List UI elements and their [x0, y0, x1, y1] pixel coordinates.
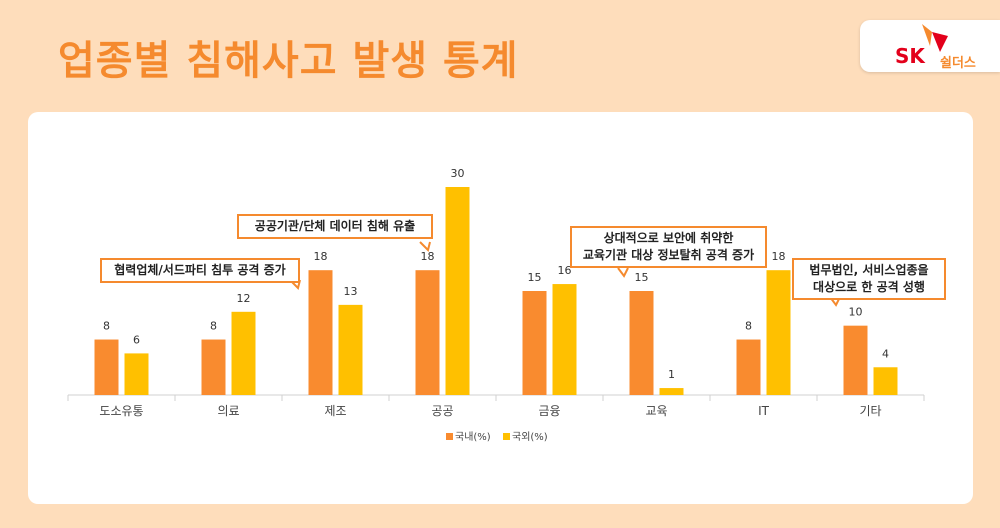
chart-card	[28, 112, 973, 504]
data-label: 16	[558, 264, 572, 277]
callout-1: 협력업체/서드파티 침투 공격 증가	[100, 258, 300, 283]
legend-label: 국내(%)	[455, 431, 491, 443]
bar-domestic	[201, 339, 226, 395]
x-tick-label: 기타	[859, 404, 881, 418]
butterfly-icon	[922, 24, 948, 52]
data-label: 8	[103, 320, 110, 333]
data-label: 8	[210, 320, 217, 333]
bar-domestic	[522, 291, 547, 395]
data-label: 13	[344, 285, 358, 298]
bar-foreign	[552, 284, 577, 395]
bar-domestic	[308, 270, 333, 395]
x-tick-label: 교육	[645, 404, 667, 418]
legend-swatch	[446, 433, 453, 440]
bar-domestic	[736, 339, 761, 395]
x-tick-label: IT	[758, 404, 770, 418]
data-label: 8	[745, 320, 752, 333]
bar-foreign	[659, 388, 684, 395]
logo-sub: 쉴더스	[940, 56, 976, 71]
bar-foreign	[231, 311, 256, 395]
data-label: 15	[528, 271, 542, 284]
callout-pointer	[617, 267, 629, 278]
legend-label: 국외(%)	[512, 431, 548, 443]
callout-3: 상대적으로 보안에 취약한 교육기관 대상 정보탈취 공격 증가	[570, 226, 767, 268]
bar-domestic	[94, 339, 119, 395]
data-label: 18	[421, 250, 435, 263]
data-label: 4	[882, 347, 889, 360]
x-tick-label: 제조	[324, 404, 346, 418]
data-label: 18	[314, 250, 328, 263]
x-tick-label: 공공	[431, 404, 453, 418]
x-tick-label: 도소유통	[99, 404, 143, 418]
bar-foreign	[766, 270, 791, 395]
data-label: 30	[451, 167, 465, 180]
page-title: 업종별 침해사고 발생 통계	[58, 38, 519, 84]
callout-2: 공공기관/단체 데이터 침해 유출	[237, 214, 433, 239]
data-label: 18	[772, 250, 786, 263]
x-tick-label: 금융	[538, 404, 560, 418]
sk-shieldus-logo: SK 쉴더스	[860, 20, 1000, 72]
data-label: 12	[237, 292, 251, 305]
bar-domestic	[415, 270, 440, 395]
callout-4: 법무법인, 서비스업종을 대상으로 한 공격 성행	[792, 258, 946, 300]
data-label: 6	[133, 333, 140, 346]
data-label: 10	[849, 306, 863, 319]
bar-foreign	[873, 367, 898, 395]
data-label: 15	[635, 271, 649, 284]
bar-domestic	[843, 325, 868, 395]
x-tick-label: 의료	[217, 404, 239, 418]
logo-brand: SK	[895, 44, 925, 68]
bar-foreign	[124, 353, 149, 395]
legend-swatch	[503, 433, 510, 440]
bar-foreign	[445, 187, 470, 395]
bar-domestic	[629, 291, 654, 395]
bar-foreign	[338, 304, 363, 395]
callout-pointer	[419, 241, 431, 252]
data-label: 1	[668, 368, 675, 381]
